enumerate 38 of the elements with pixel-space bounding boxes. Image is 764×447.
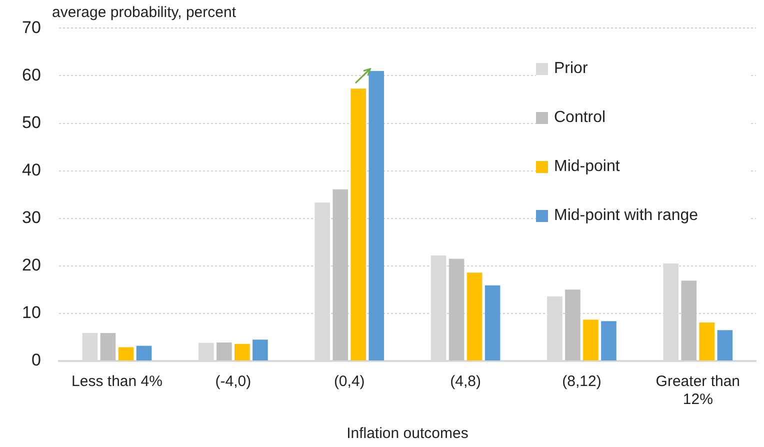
bar xyxy=(681,280,697,360)
bar xyxy=(136,346,152,360)
bar xyxy=(216,342,232,360)
y-tick-label: 30 xyxy=(22,208,41,228)
bar xyxy=(466,272,482,360)
bar xyxy=(368,70,384,360)
x-tick-label: (-4,0) xyxy=(215,373,252,390)
y-tick-label: 50 xyxy=(22,112,41,132)
bar xyxy=(332,189,348,360)
bar xyxy=(350,88,366,360)
x-tick-label: Greater than 12% xyxy=(656,373,740,408)
bar xyxy=(717,330,733,360)
y-tick-label: 10 xyxy=(22,303,41,322)
bar xyxy=(118,347,134,360)
bar xyxy=(601,321,616,360)
bar xyxy=(252,340,268,360)
legend-label: Control xyxy=(554,108,606,126)
y-axis-title: average probability, percent xyxy=(52,4,236,21)
bar xyxy=(484,285,500,360)
x-tick-label: (4,8) xyxy=(450,373,481,390)
x-tick-label: (8,12) xyxy=(562,373,602,390)
bar xyxy=(699,322,715,360)
x-axis-title: Inflation outcomes xyxy=(346,425,468,442)
y-tick-label: 0 xyxy=(31,350,41,370)
x-tick-label: (0,4) xyxy=(334,373,365,390)
y-tick-label: 60 xyxy=(22,65,41,84)
legend-label: Prior xyxy=(554,60,588,78)
legend-label: Mid-point xyxy=(554,158,620,176)
x-tick-label: Less than 4% xyxy=(72,373,162,390)
bar xyxy=(583,320,598,360)
bar xyxy=(448,258,464,360)
bar xyxy=(234,344,250,360)
y-tick-label: 40 xyxy=(22,160,41,180)
y-tick-label: 70 xyxy=(22,18,41,37)
y-tick-label: 20 xyxy=(22,256,41,275)
bar xyxy=(565,290,580,360)
legend-label: Mid-point with range xyxy=(554,206,698,224)
bar xyxy=(100,332,116,360)
